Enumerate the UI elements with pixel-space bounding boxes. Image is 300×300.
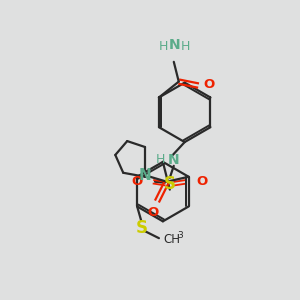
Text: O: O <box>132 175 143 188</box>
Text: O: O <box>147 206 159 220</box>
Text: N: N <box>168 153 180 167</box>
Text: O: O <box>196 175 208 188</box>
Text: H: H <box>155 153 165 167</box>
Text: H: H <box>181 40 190 53</box>
Text: H: H <box>159 40 169 53</box>
Text: CH: CH <box>163 233 180 246</box>
Text: S: S <box>164 175 176 193</box>
Text: N: N <box>169 38 181 52</box>
Text: S: S <box>136 219 148 237</box>
Text: 3: 3 <box>178 231 184 240</box>
Text: N: N <box>139 168 152 183</box>
Text: O: O <box>203 78 215 91</box>
